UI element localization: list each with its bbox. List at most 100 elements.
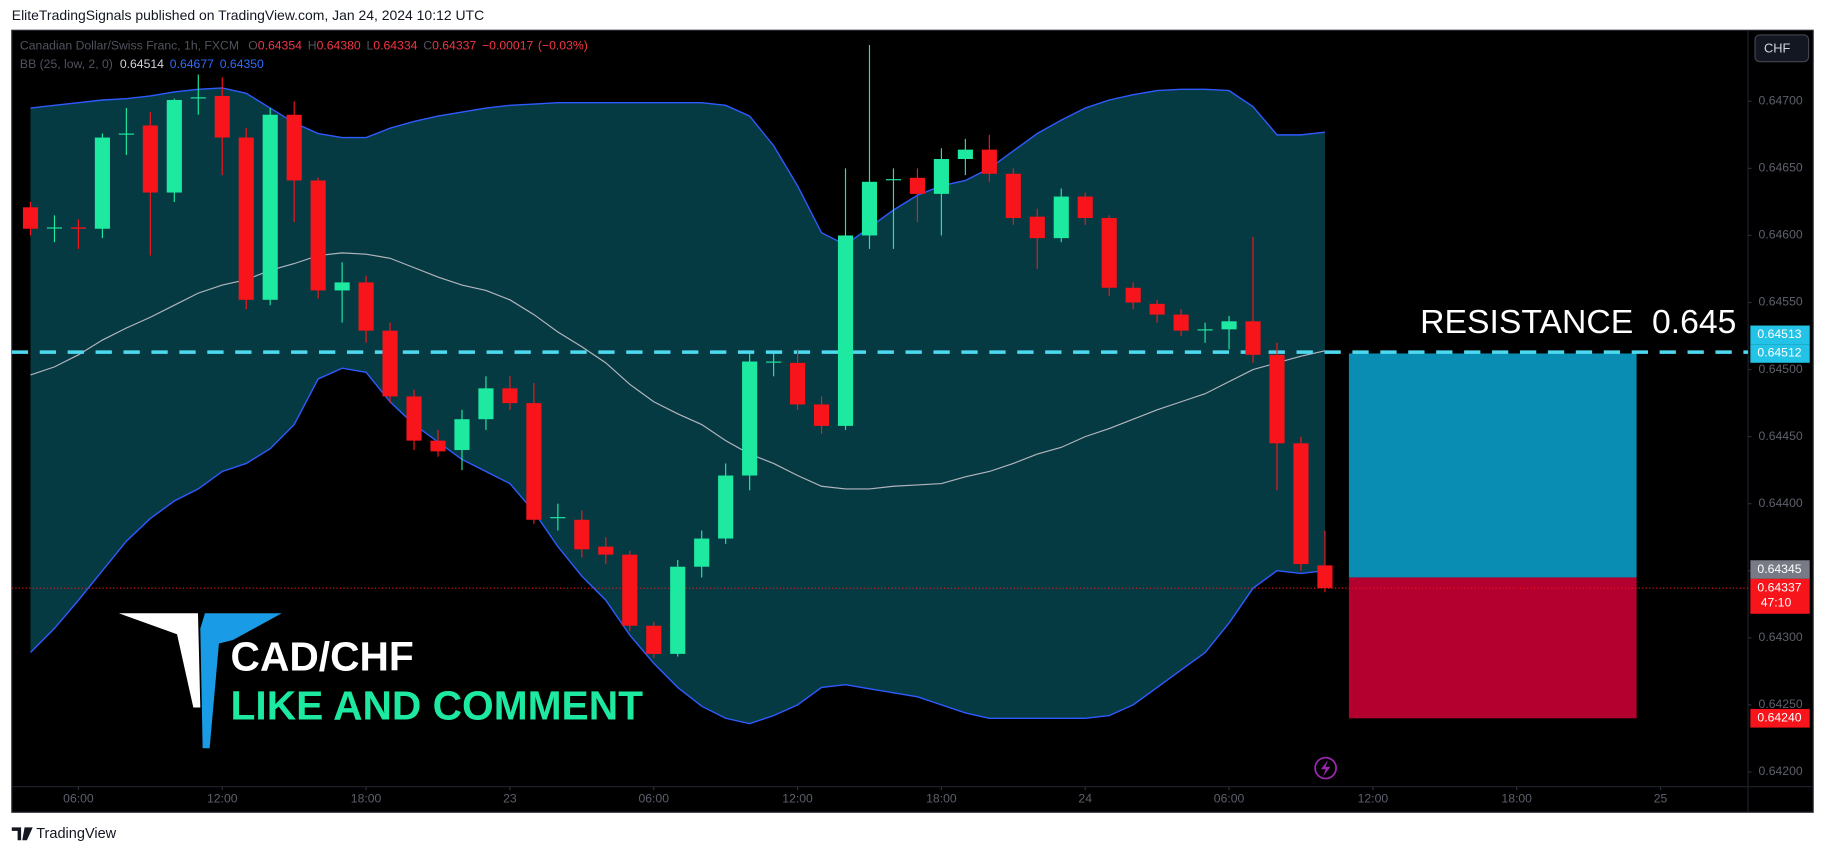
candle-body: [1317, 565, 1333, 589]
candle-body: [981, 149, 997, 174]
legend-value: 0.64354: [258, 39, 302, 53]
candle-body: [1053, 196, 1069, 239]
candle-body: [1293, 443, 1309, 565]
price-label: 0.64345: [1757, 562, 1801, 576]
price-label-box: [1750, 344, 1810, 363]
footer: TradingView: [11, 826, 117, 842]
overlays: RESISTANCE 0.645: [11, 303, 1749, 719]
candle-body: [46, 227, 63, 229]
candle-body: [1101, 218, 1117, 288]
legend-value: 0.64337: [432, 39, 476, 53]
candle-body: [454, 419, 470, 451]
candle-body: [238, 137, 254, 300]
candle-body: [694, 538, 710, 567]
candle-body: [1077, 196, 1093, 219]
x-tick-label: 18:00: [351, 792, 382, 806]
y-tick-label: 0.64550: [1759, 295, 1803, 309]
legend-value: 0.64380: [317, 39, 361, 53]
candle-body: [1005, 173, 1021, 219]
alert-bolt[interactable]: [1320, 759, 1331, 777]
y-tick-label: 0.64300: [1759, 630, 1803, 644]
legend-change: −0.00017: [482, 39, 533, 53]
candle-body: [598, 546, 614, 555]
position-profit: [1348, 353, 1637, 578]
y-tick-label: 0.64250: [1759, 697, 1803, 711]
y-tick-label: 0.64450: [1759, 429, 1803, 443]
y-tick-label: 0.64650: [1759, 161, 1803, 175]
y-tick-label: 0.64400: [1759, 496, 1803, 510]
legend-value: 0.64334: [373, 39, 417, 53]
bb-value: 0.64677: [170, 57, 214, 71]
candle-body: [262, 114, 278, 300]
currency-label[interactable]: CHF: [1764, 40, 1790, 55]
candle-body: [646, 625, 662, 654]
candle-body: [382, 330, 398, 397]
symbol: Canadian Dollar/Swiss Franc, 1h, FXCM: [20, 39, 239, 53]
axes: 0.64700 0.64650 0.64600 0.64550 0.64500 0.644…: [63, 94, 1810, 806]
x-tick-label: 12:00: [1358, 792, 1389, 806]
candle-body: [957, 149, 973, 160]
position-loss: [1348, 577, 1637, 719]
y-tick-label: 0.64500: [1759, 362, 1803, 376]
bb-value: 0.64350: [220, 57, 264, 71]
x-tick-label: 06:00: [638, 792, 669, 806]
candle-body: [286, 114, 302, 181]
candle-body: [430, 440, 446, 452]
x-tick-label: 06:00: [1214, 792, 1245, 806]
candle-body: [766, 361, 782, 363]
bb-value: 0.64514: [120, 57, 164, 71]
legend-change-pct: (−0.03%): [538, 39, 588, 53]
candle-body: [70, 227, 86, 229]
candle-body: [1269, 354, 1285, 444]
candle-body: [94, 137, 110, 229]
candle-body: [790, 362, 806, 405]
candle-body: [742, 361, 758, 476]
price-label: 0.64240: [1757, 710, 1801, 724]
x-tick-label: 18:00: [1501, 792, 1532, 806]
price-label-box: [1750, 578, 1810, 614]
candle-body: [1149, 303, 1165, 315]
alert-icon[interactable]: [1314, 756, 1337, 780]
candle-body: [190, 97, 206, 99]
candle-body: [334, 282, 350, 291]
candle-body: [526, 403, 542, 520]
candle-body: [622, 554, 638, 626]
logo-white: [118, 613, 201, 708]
x-tick-label: 18:00: [926, 792, 957, 806]
x-tick-label: 25: [1654, 792, 1668, 806]
candle-body: [861, 181, 878, 236]
candle-body: [502, 388, 518, 404]
candle-body: [550, 517, 566, 519]
x-tick-label: 24: [1078, 792, 1092, 806]
legend-letter: L: [367, 39, 374, 53]
candle-body: [358, 282, 374, 331]
logo-blue: [200, 613, 282, 749]
alert-circle[interactable]: [1314, 756, 1337, 780]
candle-body: [406, 396, 422, 441]
candle-body: [166, 99, 182, 193]
candles: [22, 45, 1333, 658]
candle-body: [670, 566, 686, 654]
x-tick-label: 06:00: [63, 792, 94, 806]
y-tick-label: 0.64700: [1759, 94, 1803, 108]
candle-body: [478, 388, 494, 420]
candle-body: [1029, 216, 1045, 239]
y-tick-label: 0.64600: [1759, 228, 1803, 242]
price-label: 0.64512: [1757, 346, 1801, 360]
x-tick-label: 12:00: [207, 792, 238, 806]
candle-body: [718, 475, 734, 539]
annotation-pair: CAD/CHF: [231, 634, 414, 680]
band-upper: [30, 87, 1326, 246]
currency-button[interactable]: [1754, 34, 1810, 63]
candle-body: [1125, 287, 1141, 303]
candle-body: [1197, 329, 1213, 331]
price-label-box: [1750, 325, 1810, 345]
logo: [118, 613, 282, 749]
candle-body: [214, 95, 230, 138]
x-tick-label: 23: [503, 792, 517, 806]
candle-body: [574, 519, 590, 550]
candle-body: [310, 180, 326, 291]
candle-body: [118, 133, 134, 135]
annotation-cta: LIKE AND COMMENT: [231, 682, 644, 728]
